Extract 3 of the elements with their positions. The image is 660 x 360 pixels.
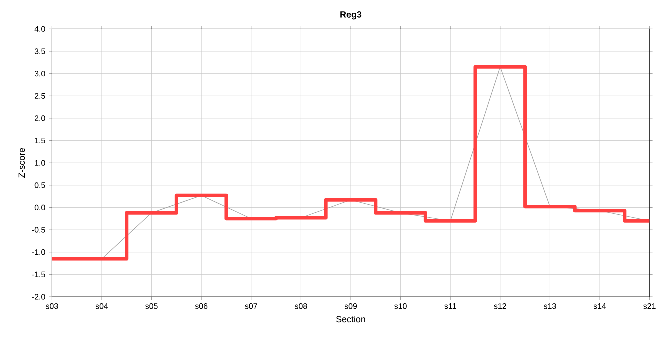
y-axis-title: Z-score [18, 148, 26, 178]
chart-title: Reg3 [340, 11, 362, 20]
x-axis-title: Section [336, 316, 366, 323]
